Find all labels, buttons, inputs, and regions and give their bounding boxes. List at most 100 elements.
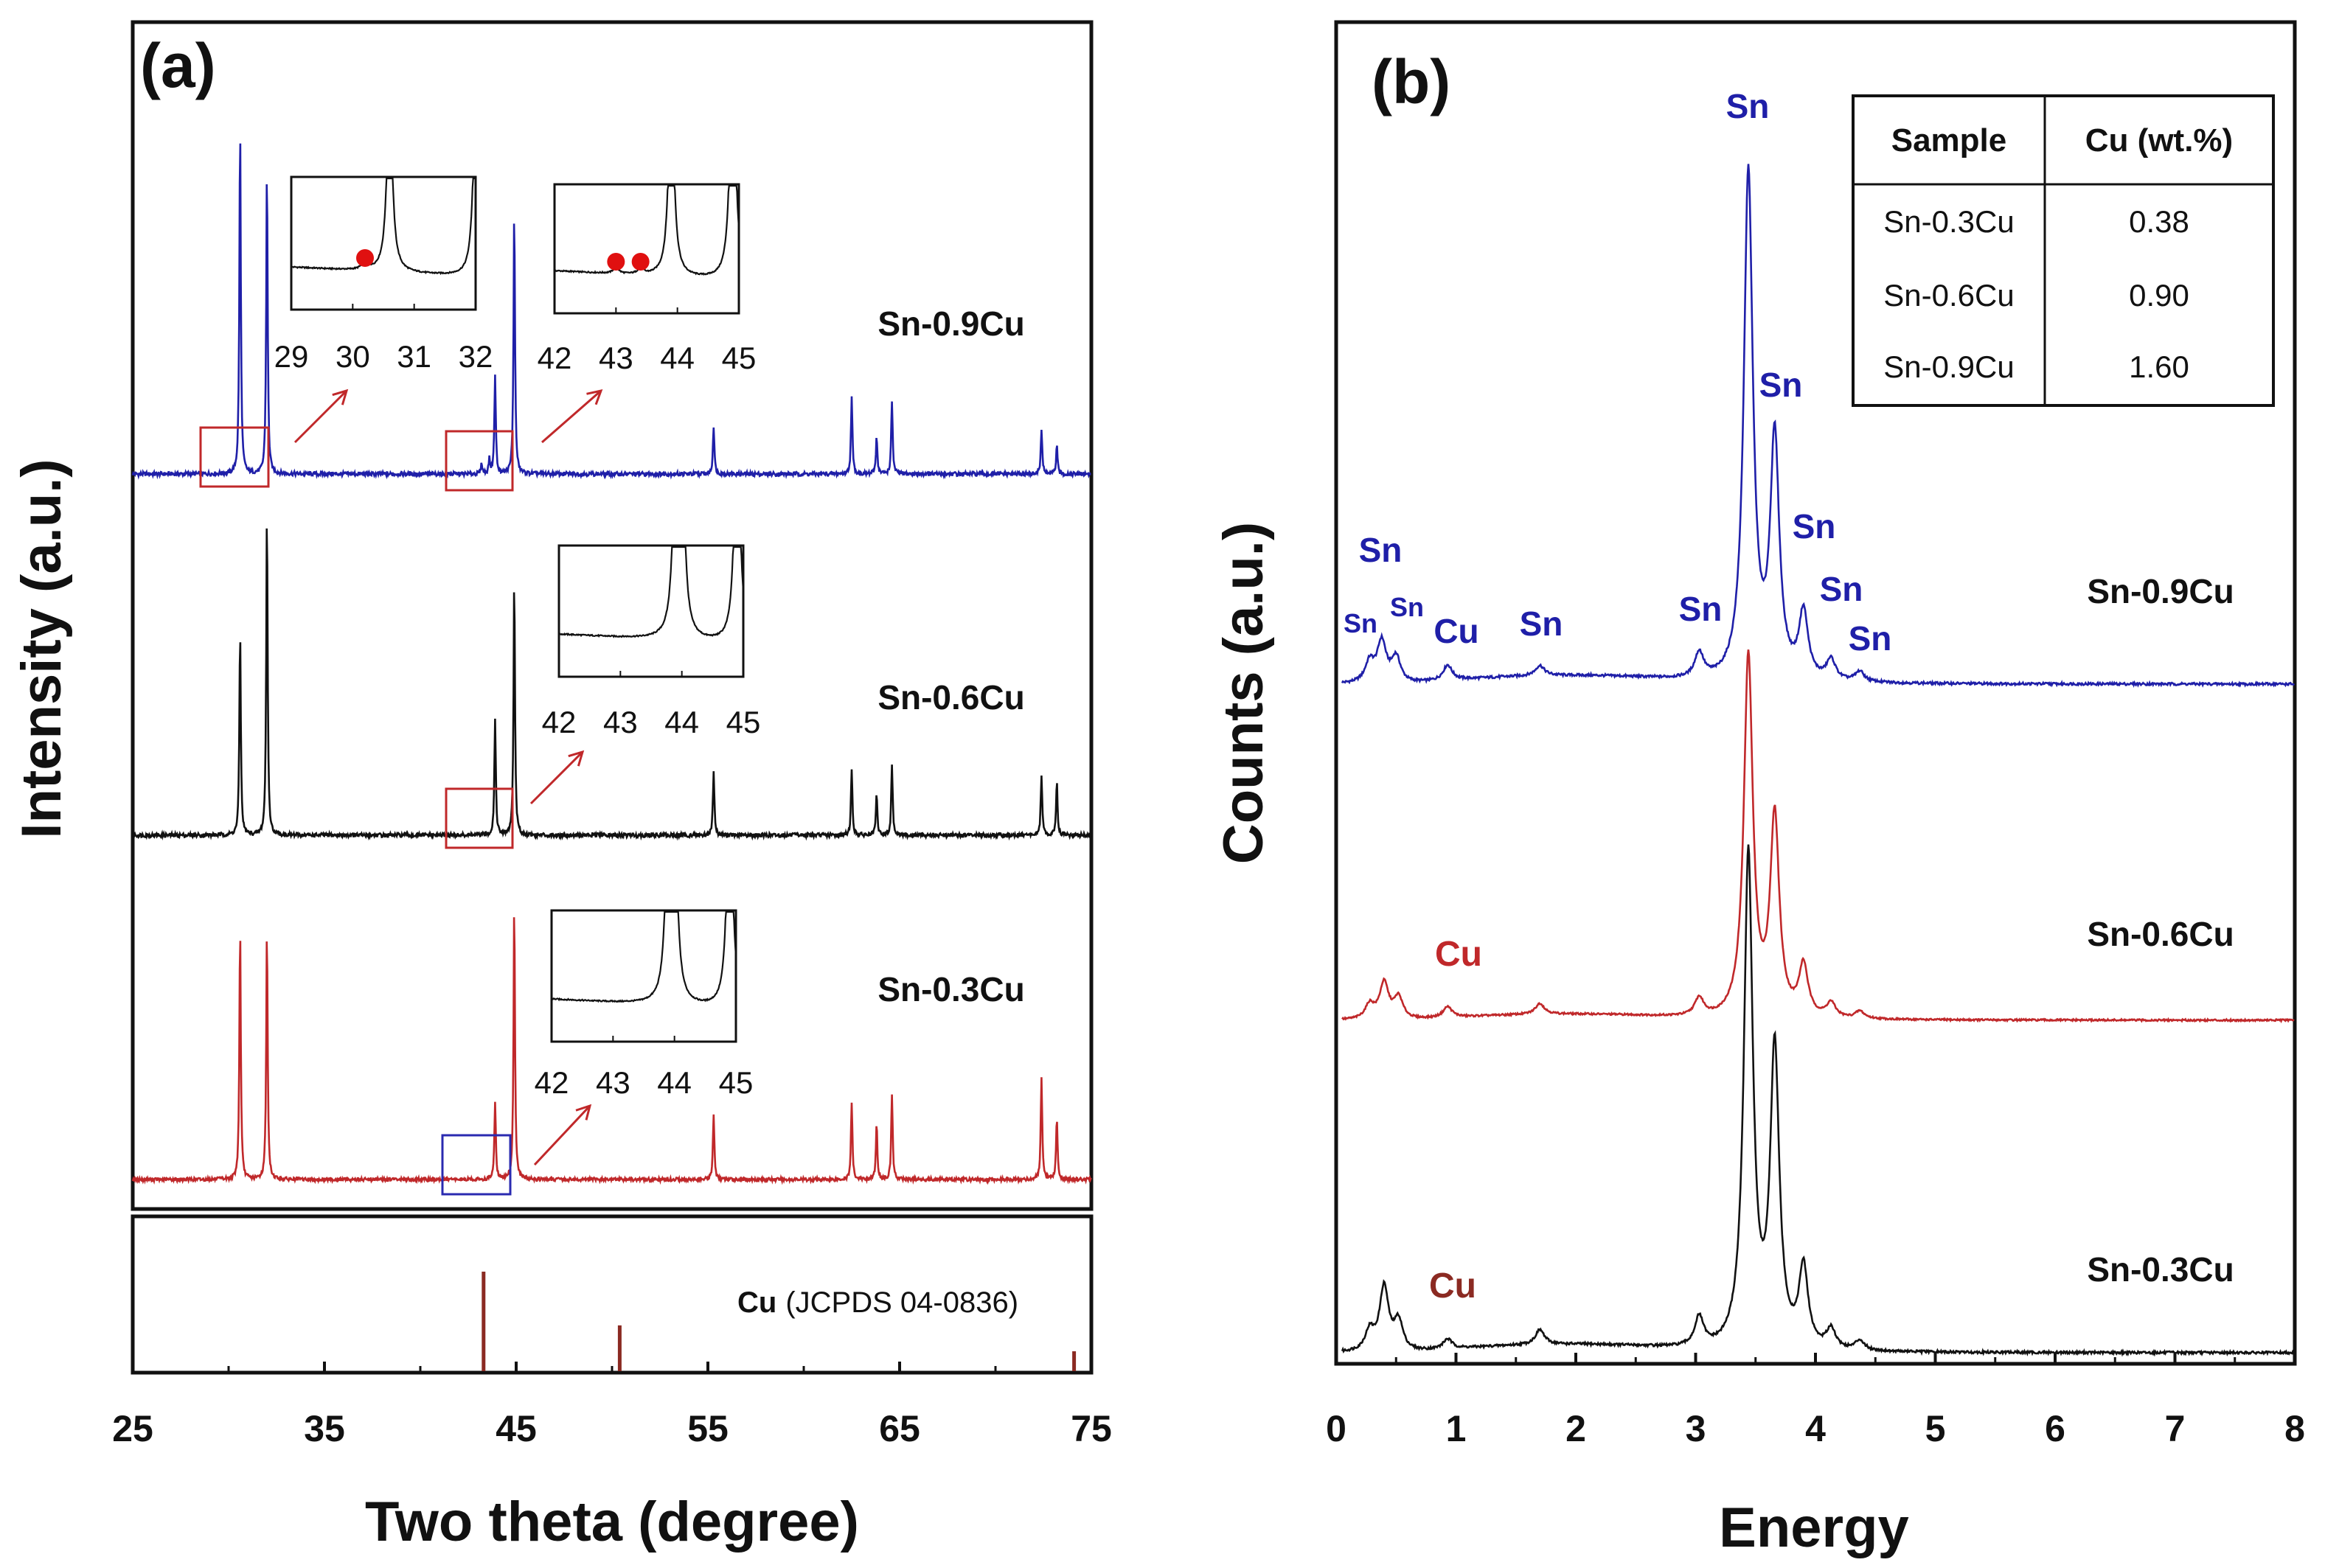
inset-tick-label: 45	[726, 705, 761, 739]
table-cell: Sn-0.3Cu	[1883, 204, 2014, 239]
x-tick-label: 4	[1805, 1408, 1826, 1449]
panel-b-x-axis: 0 1 2 3 4 5 6 7 8	[1326, 1353, 2305, 1449]
peak-annotation-cu: Cu	[1429, 1266, 1476, 1306]
xrd-series-line	[131, 917, 1092, 1185]
x-tick-label: 3	[1686, 1408, 1706, 1449]
panel-a: (a) Sn-0.9Cu Sn-0.6Cu Sn-0.3Cu 29 30 31 32 42 4…	[10, 20, 1112, 1553]
x-tick-label: 0	[1326, 1408, 1346, 1449]
peak-annotation-sn: Sn	[1793, 507, 1836, 546]
inset-tick-label: 32	[459, 339, 493, 374]
x-tick-label: 65	[879, 1408, 920, 1449]
peak-annotation-sn: Sn	[1359, 531, 1403, 569]
peak-annotation-sn: Sn	[1344, 608, 1377, 638]
panel-b-ylabel: Counts (a.u.)	[1212, 522, 1275, 864]
table-cell: 0.90	[2129, 278, 2189, 313]
panel-a-x-axis: 25 35 45 55 65 75	[112, 1362, 1112, 1449]
inset-tick-label: 45	[719, 1065, 754, 1100]
inset-frame	[557, 544, 745, 678]
zoom-box	[445, 787, 514, 849]
peak-annotation-sn: Sn	[1679, 590, 1723, 628]
inset-tick-label: 29	[274, 339, 309, 374]
reference-label: Cu (JCPDS 04-0836)	[737, 1286, 1018, 1319]
peak-annotation-sn: Sn	[1820, 570, 1863, 608]
xrd-zoom-boxes	[199, 388, 603, 1196]
table-cell: 0.38	[2129, 204, 2189, 239]
arrow-line	[533, 1104, 591, 1166]
x-tick-label: 55	[687, 1408, 729, 1449]
x-tick-label: 75	[1071, 1408, 1112, 1449]
eds-series-labels: Sn-0.9Cu Sn-0.6Cu Sn-0.3Cu	[2087, 572, 2234, 1289]
peak-annotation-cu: Cu	[1435, 935, 1482, 974]
x-tick-label: 7	[2165, 1408, 2186, 1449]
arrowhead	[332, 388, 349, 405]
table-header-sample: Sample	[1891, 122, 2007, 158]
x-tick-label: 5	[1925, 1408, 1946, 1449]
zoom-box	[445, 430, 514, 492]
inset-line	[558, 546, 745, 638]
xrd-series-label: Sn-0.9Cu	[877, 304, 1024, 343]
inset-tick-label: 30	[336, 339, 370, 374]
reference-pattern	[482, 1272, 1077, 1371]
x-tick-label: 6	[2045, 1408, 2065, 1449]
peak-annotation-cu: Cu	[1433, 612, 1478, 650]
inset-tick-label: 42	[542, 705, 577, 739]
arrowhead	[568, 750, 585, 767]
panel-a-xlabel: Two theta (degree)	[365, 1491, 859, 1553]
peak-annotation-sn: Sn	[1759, 366, 1803, 404]
peak-annotation-sn: Sn	[1849, 619, 1892, 658]
x-tick-label: 8	[2284, 1408, 2305, 1449]
zoom-box	[441, 1134, 512, 1196]
eds-series-label: Sn-0.9Cu	[2087, 572, 2234, 610]
inset-tick-label: 43	[603, 705, 638, 739]
eds-series-line	[1341, 164, 2296, 688]
xrd-insets: 29 30 31 32 42 43 44 45 42 43 44 45 42 43 44 45	[274, 175, 761, 1100]
xrd-series-label: Sn-0.6Cu	[877, 678, 1024, 717]
inset-tick-label: 42	[535, 1065, 569, 1100]
inset-tick-label: 44	[660, 341, 695, 375]
inset-tick-label: 44	[657, 1065, 692, 1100]
eds-series-line	[1341, 649, 2295, 1024]
panel-b-label: (b)	[1372, 47, 1450, 116]
panel-a-frame	[131, 20, 1094, 1211]
arrow-line	[529, 750, 584, 805]
inset-frame	[290, 175, 477, 311]
xrd-series-line	[131, 528, 1092, 841]
eds-series-label: Sn-0.6Cu	[2087, 915, 2234, 953]
inset-line	[554, 184, 740, 276]
eds-peak-annotations: Sn Sn Sn Cu Sn Sn Sn Sn Sn Sn Sn Cu Cu	[1344, 87, 1891, 1306]
zoom-box	[199, 426, 270, 488]
inset-tick-label: 43	[596, 1065, 630, 1100]
arrowhead	[575, 1104, 592, 1121]
arrowhead	[586, 388, 603, 405]
panel-a-label: (a)	[140, 31, 216, 100]
table-cell: Sn-0.9Cu	[1883, 349, 2014, 384]
eds-series-line	[1341, 844, 2296, 1357]
x-tick-label: 2	[1565, 1408, 1586, 1449]
inset-line	[551, 910, 737, 1003]
xrd-series-labels: Sn-0.9Cu Sn-0.6Cu Sn-0.3Cu	[877, 304, 1024, 1008]
cu-marker	[607, 253, 625, 271]
arrow-line	[293, 389, 348, 444]
table-cell: Sn-0.6Cu	[1883, 278, 2014, 313]
composition-table: Sample Cu (wt.%) Sn-0.3Cu 0.38 Sn-0.6Cu …	[1852, 94, 2275, 407]
panel-b-xlabel: Energy	[1719, 1496, 1909, 1559]
cu-marker	[356, 249, 374, 267]
x-tick-label: 25	[112, 1408, 153, 1449]
inset-tick-label: 45	[722, 341, 757, 375]
peak-annotation-sn: Sn	[1390, 592, 1424, 622]
x-tick-label: 35	[304, 1408, 345, 1449]
eds-series-group	[1341, 164, 2296, 1357]
xrd-series-label: Sn-0.3Cu	[877, 970, 1024, 1008]
panel-a-ylabel: Intensity (a.u.)	[10, 459, 73, 838]
inset-frame	[553, 183, 740, 315]
x-tick-label: 1	[1446, 1408, 1467, 1449]
inset-tick-label: 43	[599, 341, 633, 375]
x-tick-label: 45	[496, 1408, 537, 1449]
inset-line	[291, 177, 476, 276]
inset-tick-label: 31	[397, 339, 431, 374]
reference-name: Cu	[737, 1286, 776, 1319]
peak-annotation-sn: Sn	[1520, 604, 1563, 643]
peak-annotation-sn: Sn	[1726, 87, 1770, 125]
eds-series-label: Sn-0.3Cu	[2087, 1250, 2234, 1289]
